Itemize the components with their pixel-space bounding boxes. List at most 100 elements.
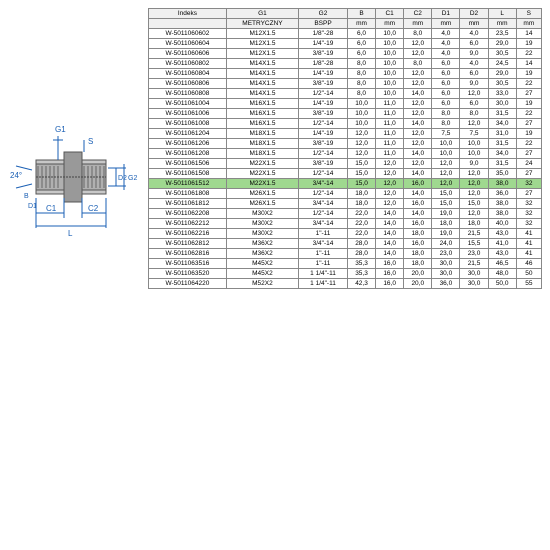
cell: 14,0 bbox=[376, 249, 404, 259]
cell: 14,0 bbox=[404, 89, 432, 99]
cell: W-5011061004 bbox=[149, 99, 227, 109]
cell: M26X1.5 bbox=[226, 189, 298, 199]
cell: M16X1.5 bbox=[226, 109, 298, 119]
cell: 12,0 bbox=[376, 169, 404, 179]
cell: W-5011060804 bbox=[149, 69, 227, 79]
cell: 8,0 bbox=[347, 59, 375, 69]
cell: 50 bbox=[516, 269, 541, 279]
cell: 48,0 bbox=[488, 269, 516, 279]
cell: 12,0 bbox=[376, 189, 404, 199]
cell: 32 bbox=[516, 179, 541, 189]
table-row: W-5011062212M30X23/4"-1422,014,016,018,0… bbox=[149, 219, 542, 229]
cell: 12,0 bbox=[376, 179, 404, 189]
col-subheader: mm bbox=[347, 19, 375, 29]
svg-text:B: B bbox=[24, 193, 29, 200]
cell: 16,0 bbox=[376, 279, 404, 289]
table-row: W-5011060602M12X1.51/8"-286,010,08,04,04… bbox=[149, 29, 542, 39]
specs-table-wrap: IndeksG1G2BC1C2D1D2LS METRYCZNYBSPPmmmmm… bbox=[148, 8, 542, 289]
cell: 1/2"-14 bbox=[299, 119, 348, 129]
cell: 16,0 bbox=[404, 219, 432, 229]
cell: 46 bbox=[516, 259, 541, 269]
cell: 15,0 bbox=[432, 199, 460, 209]
cell: 18,0 bbox=[347, 189, 375, 199]
cell: 38,0 bbox=[488, 199, 516, 209]
cell: 24 bbox=[516, 159, 541, 169]
cell: M18X1.5 bbox=[226, 129, 298, 139]
cell: 14,0 bbox=[376, 229, 404, 239]
cell: 21,5 bbox=[460, 229, 488, 239]
cell: 14,0 bbox=[376, 239, 404, 249]
cell: 4,0 bbox=[432, 49, 460, 59]
cell: 10,0 bbox=[347, 109, 375, 119]
table-row: W-5011060604M12X1.51/4"-196,010,012,04,0… bbox=[149, 39, 542, 49]
cell: 10,0 bbox=[376, 39, 404, 49]
cell: 32 bbox=[516, 219, 541, 229]
cell: 27 bbox=[516, 149, 541, 159]
cell: 6,0 bbox=[460, 99, 488, 109]
table-row: W-5011061506M22X1.53/8"-1915,012,012,012… bbox=[149, 159, 542, 169]
cell: 8,0 bbox=[460, 109, 488, 119]
cell: 6,0 bbox=[432, 89, 460, 99]
cell: M16X1.5 bbox=[226, 99, 298, 109]
cell: 41,0 bbox=[488, 239, 516, 249]
cell: 27 bbox=[516, 89, 541, 99]
cell: 55 bbox=[516, 279, 541, 289]
cell: 4,0 bbox=[460, 29, 488, 39]
cell: 12,0 bbox=[460, 209, 488, 219]
cell: 1"-11 bbox=[299, 229, 348, 239]
cell: 11,0 bbox=[376, 149, 404, 159]
table-row: W-5011061208M18X1.51/2"-1412,011,014,010… bbox=[149, 149, 542, 159]
cell: W-5011061506 bbox=[149, 159, 227, 169]
fitting-diagram: G1 S 24° C1 C2 L D2 G2 B D1 bbox=[8, 118, 140, 250]
cell: 10,0 bbox=[432, 139, 460, 149]
cell: 16,0 bbox=[404, 179, 432, 189]
cell: 1/2"-14 bbox=[299, 169, 348, 179]
cell: 8,0 bbox=[432, 109, 460, 119]
col-subheader bbox=[149, 19, 227, 29]
cell: 15,0 bbox=[347, 179, 375, 189]
cell: M30X2 bbox=[226, 229, 298, 239]
cell: 10,0 bbox=[376, 49, 404, 59]
cell: 12,0 bbox=[347, 139, 375, 149]
cell: W-5011062216 bbox=[149, 229, 227, 239]
svg-text:S: S bbox=[88, 137, 93, 146]
cell: W-5011063520 bbox=[149, 269, 227, 279]
cell: 22 bbox=[516, 109, 541, 119]
cell: 29,0 bbox=[488, 69, 516, 79]
cell: 28,0 bbox=[347, 239, 375, 249]
cell: 43,0 bbox=[488, 249, 516, 259]
cell: 1/4"-19 bbox=[299, 69, 348, 79]
cell: W-5011060606 bbox=[149, 49, 227, 59]
table-row: W-5011060606M12X1.53/8"-196,010,012,04,0… bbox=[149, 49, 542, 59]
cell: W-5011061206 bbox=[149, 139, 227, 149]
cell: W-5011060604 bbox=[149, 39, 227, 49]
cell: 14,0 bbox=[376, 219, 404, 229]
svg-text:L: L bbox=[68, 229, 73, 238]
cell: W-5011060806 bbox=[149, 79, 227, 89]
col-header: G2 bbox=[299, 9, 348, 19]
cell: 12,0 bbox=[460, 119, 488, 129]
header-row-1: IndeksG1G2BC1C2D1D2LS bbox=[149, 9, 542, 19]
table-row: W-5011064220M52X21 1/4"-1142,316,020,036… bbox=[149, 279, 542, 289]
cell: M16X1.5 bbox=[226, 119, 298, 129]
cell: M30X2 bbox=[226, 209, 298, 219]
cell: M36X2 bbox=[226, 249, 298, 259]
col-subheader: mm bbox=[376, 19, 404, 29]
cell: 19 bbox=[516, 99, 541, 109]
cell: 9,0 bbox=[460, 49, 488, 59]
cell: 1 1/4"-11 bbox=[299, 269, 348, 279]
cell: 21,5 bbox=[460, 259, 488, 269]
cell: 15,0 bbox=[347, 159, 375, 169]
cell: 7,5 bbox=[432, 129, 460, 139]
cell: 32 bbox=[516, 199, 541, 209]
cell: 1"-11 bbox=[299, 249, 348, 259]
cell: 41 bbox=[516, 239, 541, 249]
cell: 24,0 bbox=[432, 239, 460, 249]
cell: 10,0 bbox=[376, 79, 404, 89]
cell: W-5011061208 bbox=[149, 149, 227, 159]
cell: 12,0 bbox=[376, 199, 404, 209]
cell: 12,0 bbox=[347, 129, 375, 139]
cell: M14X1.5 bbox=[226, 59, 298, 69]
cell: 12,0 bbox=[460, 189, 488, 199]
cell: 29,0 bbox=[488, 39, 516, 49]
